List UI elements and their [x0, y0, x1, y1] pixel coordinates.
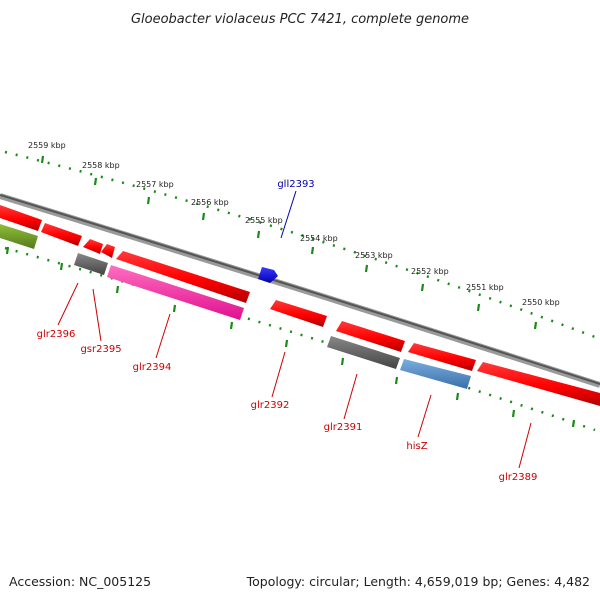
scale-tick-major [284, 339, 289, 348]
scale-tick-major [5, 246, 10, 255]
gene-lane-upper [0, 205, 600, 406]
gene-arrow[interactable] [408, 343, 476, 371]
gene-arrow[interactable] [41, 223, 82, 246]
scale-tick-major [455, 392, 460, 401]
accession-text: Accession: NC_005125 [9, 574, 151, 589]
genome-summary-text: Topology: circular; Length: 4,659,019 bp… [246, 574, 590, 589]
scale-label: 2559 kbp [28, 141, 66, 150]
gene-arrow[interactable] [336, 321, 405, 352]
scale-label: 2550 kbp [522, 298, 560, 307]
scale-label: 2554 kbp [300, 234, 338, 243]
gene-label-glr2392[interactable]: glr2392 [251, 400, 290, 411]
scale-tick-major [571, 419, 576, 428]
label-leaders [57, 190, 532, 469]
gene-arrow[interactable] [327, 336, 400, 369]
scale-tick-major [256, 230, 261, 239]
scale-label: 2552 kbp [411, 267, 449, 276]
scale-label: 2551 kbp [466, 283, 504, 292]
gene-lane-lower [0, 224, 471, 389]
gene-arrow[interactable] [270, 300, 327, 327]
scale-tick-major [146, 196, 151, 205]
gene-gll2393-shape[interactable] [258, 267, 278, 283]
scale-tick-major [229, 321, 234, 330]
scale-label: 2555 kbp [245, 216, 283, 225]
gene-label-glr2389[interactable]: glr2389 [499, 472, 538, 483]
gene-arrow[interactable] [83, 239, 103, 254]
scale-tick-major [115, 285, 120, 294]
scale-tick-major [93, 177, 98, 186]
leader-glr2392 [271, 351, 286, 398]
scale-label: 2556 kbp [191, 198, 229, 207]
gene-arrow[interactable] [74, 253, 108, 275]
scale-tick-major [340, 357, 345, 366]
leader-glr2391 [343, 373, 358, 420]
scale-tick-major [533, 321, 538, 330]
page-title: Gloeobacter violaceus PCC 7421, complete… [131, 12, 469, 27]
scale-tick-major [40, 155, 45, 164]
gene-label-gsr2395[interactable]: gsr2395 [80, 344, 121, 355]
scale-tick-major [511, 409, 516, 418]
scale-tick-major [476, 303, 481, 312]
gene-label-gll2393[interactable]: gll2393 [277, 179, 314, 190]
gene-label-glr2391[interactable]: glr2391 [324, 422, 363, 433]
gene-arrow[interactable] [0, 205, 42, 231]
leader-glr2396 [57, 282, 79, 326]
scale-tick-major [172, 304, 177, 313]
leader-hisZ [417, 394, 432, 438]
genome-backbone [0, 193, 600, 388]
scale-tick-major [364, 264, 369, 273]
scale-label: 2553 kbp [355, 251, 393, 260]
scale-tick-major [310, 246, 315, 255]
leader-glr2389 [518, 422, 532, 469]
inner-scale-track [4, 246, 596, 432]
leader-gll2393 [280, 190, 297, 239]
gene-arrow[interactable] [400, 359, 471, 389]
gene-arrow[interactable] [107, 265, 244, 320]
gene-label-hisZ[interactable]: hisZ [406, 441, 427, 452]
gene-arrow[interactable] [477, 362, 600, 406]
leader-gsr2395 [92, 288, 102, 342]
gene-label-glr2396[interactable]: glr2396 [37, 329, 76, 340]
gene-arrow[interactable] [0, 224, 38, 249]
scale-tick-major [59, 262, 64, 271]
gene-arrow[interactable] [116, 251, 250, 303]
scale-tick-major [420, 283, 425, 292]
gene-label-glr2394[interactable]: glr2394 [133, 362, 172, 373]
leader-glr2394 [155, 313, 171, 359]
scale-label: 2558 kbp [82, 161, 120, 170]
gene-labels: gll2393 glr2396 gsr2395 glr2394 glr2392 … [37, 179, 538, 483]
scale-tick-major [394, 376, 399, 385]
scale-label: 2557 kbp [136, 180, 174, 189]
gene-arrow[interactable] [101, 244, 115, 258]
outer-scale-track: 2559 kbp 2558 kbp 2557 kbp 2556 kbp 2555… [4, 141, 596, 339]
scale-tick-major [201, 212, 206, 221]
